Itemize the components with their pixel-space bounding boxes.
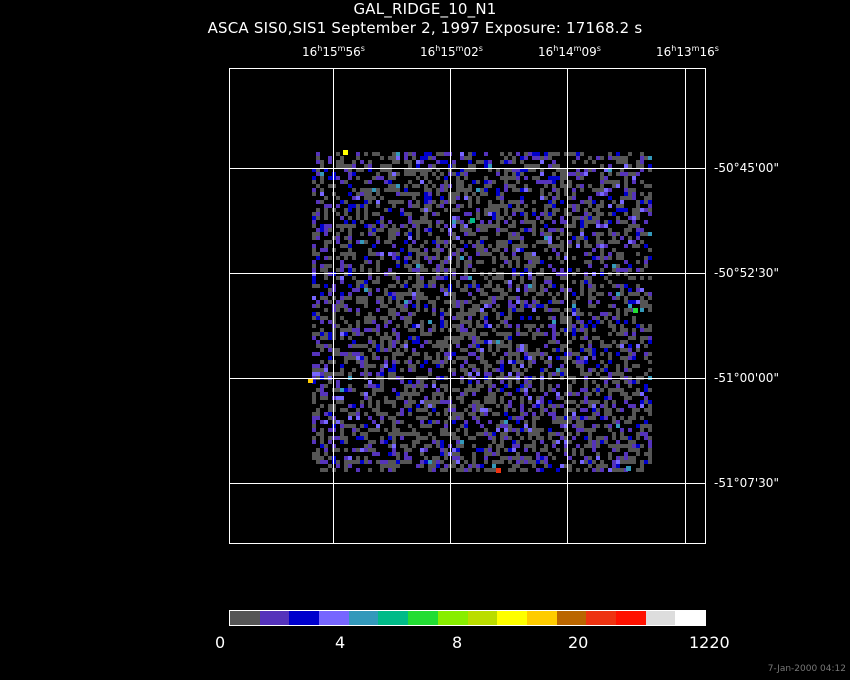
plot-frame bbox=[229, 68, 706, 544]
colorbar-segment bbox=[645, 611, 676, 625]
colorbar-label: 1220 bbox=[689, 633, 730, 652]
colorbar-segment bbox=[289, 611, 320, 625]
timestamp: 7-Jan-2000 04:12 bbox=[767, 664, 846, 674]
coordinate-grid bbox=[229, 68, 705, 543]
colorbar-segment bbox=[497, 611, 527, 625]
dec-label: -51°00'00" bbox=[714, 371, 779, 385]
colorbar-segment bbox=[319, 611, 349, 625]
colorbar-segment bbox=[408, 611, 438, 625]
colorbar-segment bbox=[526, 611, 557, 625]
colorbar-label: 20 bbox=[568, 633, 589, 652]
ra-label: 16h15m02s bbox=[420, 44, 483, 59]
colorbar-segment bbox=[230, 611, 260, 625]
dec-label: -50°45'00" bbox=[714, 161, 779, 175]
colorbar-segment bbox=[556, 611, 587, 625]
colorbar-label: 4 bbox=[335, 633, 346, 652]
colorbar-segment bbox=[586, 611, 616, 625]
colorbar-segment bbox=[348, 611, 379, 625]
image-subtitle: ASCA SIS0,SIS1 September 2, 1997 Exposur… bbox=[207, 19, 643, 37]
dec-label: -50°52'30" bbox=[714, 266, 779, 280]
dec-label: -51°07'30" bbox=[714, 476, 779, 490]
colorbar-segment bbox=[675, 611, 705, 625]
colorbar-segment bbox=[437, 611, 468, 625]
ra-label: 16h15m56s bbox=[302, 44, 365, 59]
colorbar-segment bbox=[615, 611, 646, 625]
colorbar-segment bbox=[467, 611, 498, 625]
ra-label: 16h13m16s bbox=[656, 44, 719, 59]
colorbar-segment bbox=[259, 611, 290, 625]
colorbar-segment bbox=[378, 611, 409, 625]
xray-counts-image bbox=[308, 150, 652, 473]
ra-label: 16h14m09s bbox=[538, 44, 601, 59]
colorbar bbox=[229, 610, 706, 626]
image-title: GAL_RIDGE_10_N1 bbox=[353, 0, 497, 18]
colorbar-label: 0 bbox=[215, 633, 226, 652]
colorbar-label: 8 bbox=[452, 633, 463, 652]
